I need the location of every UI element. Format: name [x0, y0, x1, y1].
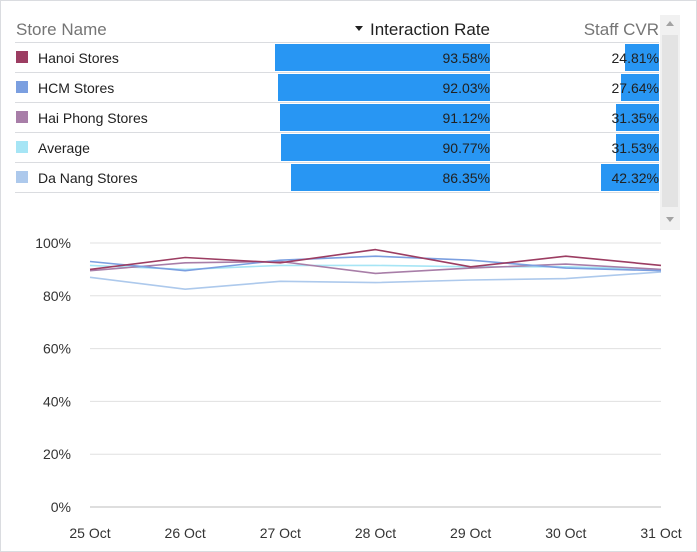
staff-cvr-cell: 31.53%	[530, 134, 659, 161]
staff-cvr-bar	[615, 104, 659, 131]
interaction-rate-cell: 91.12%	[275, 104, 490, 131]
interaction-rate-cell: 90.77%	[275, 134, 490, 161]
scroll-down-icon[interactable]	[666, 217, 674, 222]
store-name: Hanoi Stores	[38, 50, 119, 66]
scroll-up-icon[interactable]	[666, 21, 674, 26]
store-table: Store Name Interaction Rate Staff CVR Ha…	[15, 15, 659, 193]
scroll-thumb[interactable]	[662, 35, 678, 207]
store-name: Average	[38, 140, 90, 156]
staff-cvr-cell: 42.32%	[530, 164, 659, 191]
series-color-swatch	[16, 171, 28, 183]
x-tick-label: 25 Oct	[69, 525, 110, 541]
y-tick-label: 40%	[43, 393, 71, 409]
series-color-swatch	[16, 111, 28, 123]
y-tick-label: 60%	[43, 341, 71, 357]
staff-cvr-bar	[624, 44, 659, 71]
column-header-interaction-rate[interactable]: Interaction Rate	[354, 20, 490, 40]
column-header-staff-cvr[interactable]: Staff CVR	[583, 20, 659, 39]
column-header-store-name[interactable]: Store Name	[16, 20, 107, 39]
y-tick-label: 0%	[51, 499, 71, 515]
interaction-rate-bar	[281, 134, 490, 161]
interaction-rate-cell: 92.03%	[275, 74, 490, 101]
interaction-rate-value: 93.58%	[442, 50, 490, 66]
interaction-rate-bar	[274, 44, 490, 71]
staff-cvr-value: 31.53%	[611, 140, 659, 156]
x-tick-label: 29 Oct	[450, 525, 491, 541]
interaction-rate-value: 86.35%	[442, 170, 490, 186]
interaction-rate-bar	[280, 104, 490, 131]
table-row[interactable]: Average 90.77% 31.53%	[15, 133, 659, 163]
interaction-rate-cell: 93.58%	[274, 44, 490, 71]
x-tick-label: 30 Oct	[545, 525, 586, 541]
interaction-rate-bar	[278, 74, 490, 101]
table-row[interactable]: Da Nang Stores 86.35% 42.32%	[15, 163, 659, 193]
x-tick-label: 26 Oct	[165, 525, 206, 541]
column-header-interaction-rate-label: Interaction Rate	[369, 20, 490, 39]
series-color-swatch	[16, 141, 28, 153]
series-color-swatch	[16, 81, 28, 93]
interaction-rate-value: 91.12%	[442, 110, 490, 126]
series-color-swatch	[16, 51, 28, 63]
table-row[interactable]: Hanoi Stores 93.58% 24.81%	[15, 43, 659, 73]
interaction-rate-bar	[291, 164, 490, 191]
table-header: Store Name Interaction Rate Staff CVR	[15, 15, 659, 43]
staff-cvr-cell: 27.64%	[530, 74, 659, 101]
y-tick-label: 80%	[43, 288, 71, 304]
store-name: Da Nang Stores	[38, 170, 138, 186]
staff-cvr-bar	[600, 164, 659, 191]
table-body: Hanoi Stores 93.58% 24.81% HCM Stores 92.03%…	[15, 43, 659, 193]
series-line[interactable]	[89, 248, 662, 271]
x-tick-label: 31 Oct	[640, 525, 681, 541]
x-tick-label: 27 Oct	[260, 525, 301, 541]
staff-cvr-bar	[615, 134, 659, 161]
table-scrollbar[interactable]	[660, 15, 680, 230]
staff-cvr-value: 24.81%	[611, 50, 659, 66]
interaction-rate-cell: 86.35%	[275, 164, 490, 191]
staff-cvr-cell: 24.81%	[530, 44, 659, 71]
series-line[interactable]	[89, 264, 662, 271]
staff-cvr-value: 42.32%	[611, 170, 659, 186]
staff-cvr-bar	[620, 74, 659, 101]
series-line[interactable]	[89, 255, 662, 272]
staff-cvr-value: 27.64%	[611, 80, 659, 96]
store-name: Hai Phong Stores	[38, 110, 148, 126]
interaction-rate-value: 92.03%	[442, 80, 490, 96]
series-line[interactable]	[89, 260, 662, 275]
table-row[interactable]: HCM Stores 92.03% 27.64%	[15, 73, 659, 103]
y-tick-label: 20%	[43, 446, 71, 462]
table-row[interactable]: Hai Phong Stores 91.12% 31.35%	[15, 103, 659, 133]
interaction-rate-value: 90.77%	[442, 140, 490, 156]
staff-cvr-value: 31.35%	[611, 110, 659, 126]
sort-descending-icon	[354, 26, 363, 32]
staff-cvr-cell: 31.35%	[530, 104, 659, 131]
x-tick-label: 28 Oct	[355, 525, 396, 541]
store-name: HCM Stores	[38, 80, 115, 96]
series-line[interactable]	[89, 271, 662, 291]
y-tick-label: 100%	[35, 235, 71, 251]
